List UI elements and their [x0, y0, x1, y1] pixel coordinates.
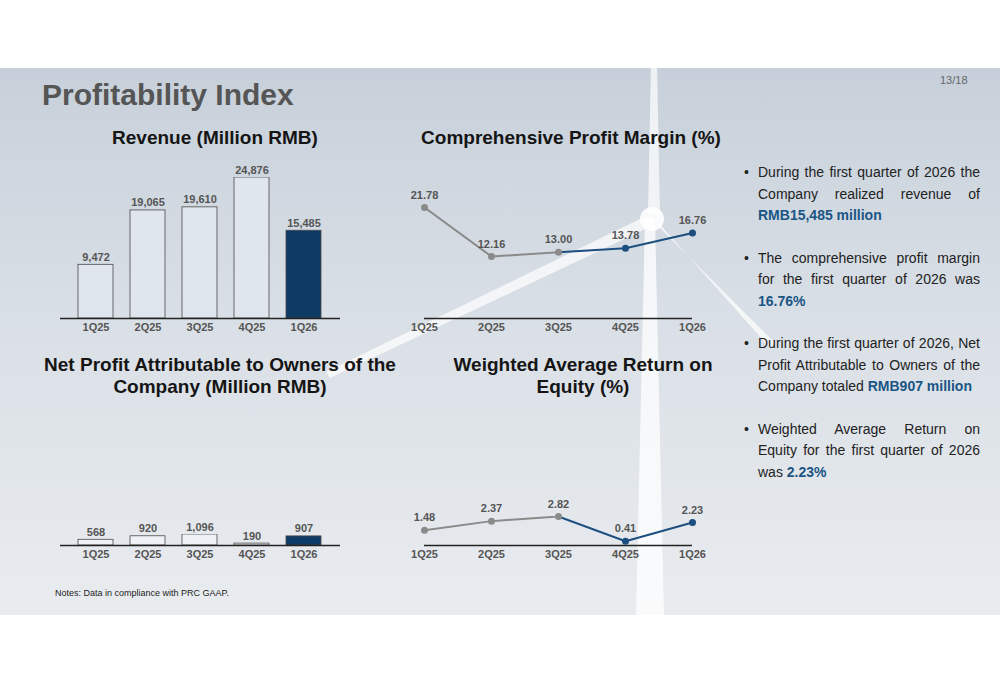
html-text:Notes: Data in compliance with: Notes: Data in compliance with PRC GAAP. — [55, 588, 229, 598]
svg-text:907: 907 — [295, 522, 313, 534]
svg-text:1.48: 1.48 — [414, 511, 435, 523]
svg-text:1Q26: 1Q26 — [679, 548, 706, 560]
svg-text:190: 190 — [243, 530, 261, 542]
svg-text:13.78: 13.78 — [612, 229, 640, 241]
svg-text:1Q26: 1Q26 — [291, 548, 318, 560]
svg-text:2.37: 2.37 — [481, 502, 502, 514]
svg-text:12.16: 12.16 — [478, 238, 506, 250]
svg-text:16.76: 16.76 — [679, 214, 707, 226]
html-text:Weighted Average Return on Equ: Weighted Average Return on Equity for th… — [758, 420, 980, 480]
html-text:The comprehensive profit margi: The comprehensive profit margin for the … — [758, 249, 980, 287]
svg-text:568: 568 — [87, 526, 105, 538]
svg-text:1,096: 1,096 — [186, 521, 214, 533]
svg-text:3Q25: 3Q25 — [545, 321, 572, 333]
html-text:Revenue (Million RMB): Revenue (Million RMB) — [112, 127, 318, 148]
svg-text:19,065: 19,065 — [131, 196, 165, 208]
svg-text:1Q25: 1Q25 — [83, 548, 110, 560]
svg-text:15,485: 15,485 — [287, 217, 321, 229]
svg-text:21.78: 21.78 — [411, 189, 439, 201]
svg-text:0.41: 0.41 — [615, 522, 636, 534]
svg-text:3Q25: 3Q25 — [545, 548, 572, 560]
html-text:Weighted Average Return on Equ: Weighted Average Return on Equity (%) — [453, 354, 713, 397]
svg-text:4Q25: 4Q25 — [239, 548, 266, 560]
html-text:RMB15,485 million: RMB15,485 million — [758, 207, 882, 223]
svg-text:24,876: 24,876 — [235, 164, 269, 176]
svg-text:1Q26: 1Q26 — [679, 321, 706, 333]
svg-text:4Q25: 4Q25 — [612, 548, 639, 560]
html-text:Comprehensive Profit Margin (%: Comprehensive Profit Margin (%) — [421, 127, 721, 148]
svg-text:3Q25: 3Q25 — [187, 548, 214, 560]
svg-text:4Q25: 4Q25 — [239, 321, 266, 333]
svg-text:2Q25: 2Q25 — [478, 548, 505, 560]
html-text:During the first quarter of 20: During the first quarter of 2026, Net Pr… — [758, 335, 980, 394]
svg-text:2.23: 2.23 — [682, 504, 703, 516]
svg-text:19,610: 19,610 — [183, 193, 217, 205]
svg-text:13.00: 13.00 — [545, 233, 573, 245]
html-text:Net Profit Attributable to Own: Net Profit Attributable to Owners of the… — [44, 354, 396, 397]
svg-text:9,472: 9,472 — [82, 251, 110, 263]
html-text:13/18: 13/18 — [940, 74, 968, 86]
svg-text:2Q25: 2Q25 — [135, 548, 162, 560]
html-text:Profitability Index: Profitability Index — [42, 78, 294, 111]
svg-text:920: 920 — [139, 522, 157, 534]
svg-text:2Q25: 2Q25 — [135, 321, 162, 333]
svg-text:2.82: 2.82 — [548, 498, 569, 510]
svg-text:1Q25: 1Q25 — [411, 548, 438, 560]
svg-text:1Q26: 1Q26 — [291, 321, 318, 333]
svg-text:3Q25: 3Q25 — [187, 321, 214, 333]
svg-text:1Q25: 1Q25 — [83, 321, 110, 333]
html-text:During the first quarter of 20: During the first quarter of 2026 the Com… — [758, 164, 980, 202]
svg-text:4Q25: 4Q25 — [612, 321, 639, 333]
html-text:16.76%: 16.76% — [758, 292, 806, 309]
svg-text:1Q25: 1Q25 — [411, 321, 438, 333]
svg-text:2Q25: 2Q25 — [478, 321, 505, 333]
